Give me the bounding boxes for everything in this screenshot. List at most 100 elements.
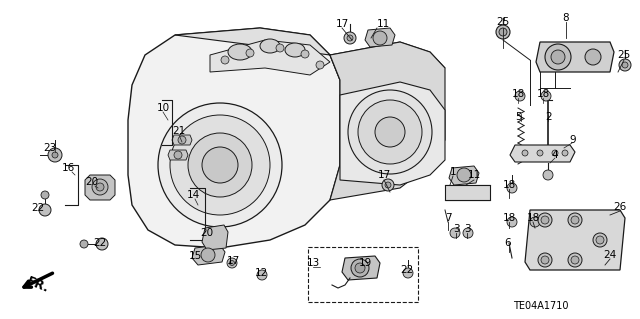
Circle shape [530, 217, 540, 227]
Circle shape [593, 233, 607, 247]
Text: 18: 18 [502, 180, 516, 190]
Text: 1: 1 [450, 167, 456, 177]
Text: 25: 25 [618, 50, 630, 60]
Text: 22: 22 [31, 203, 45, 213]
Circle shape [496, 25, 510, 39]
Text: 18: 18 [526, 213, 540, 223]
Circle shape [178, 136, 186, 144]
Text: 9: 9 [570, 135, 576, 145]
Circle shape [52, 152, 58, 158]
Circle shape [585, 49, 601, 65]
Circle shape [538, 213, 552, 227]
Polygon shape [128, 28, 340, 248]
Circle shape [499, 28, 507, 36]
Polygon shape [210, 40, 330, 75]
Text: 8: 8 [563, 13, 570, 23]
Circle shape [202, 147, 238, 183]
Text: 17: 17 [378, 170, 390, 180]
Circle shape [622, 62, 628, 68]
Circle shape [596, 236, 604, 244]
Text: 17: 17 [227, 256, 239, 266]
Text: 5: 5 [516, 112, 522, 122]
Circle shape [562, 150, 568, 156]
Circle shape [463, 228, 473, 238]
Circle shape [48, 148, 62, 162]
Circle shape [375, 117, 405, 147]
Polygon shape [449, 166, 479, 185]
Circle shape [522, 150, 528, 156]
Text: 3: 3 [452, 224, 460, 234]
Circle shape [568, 213, 582, 227]
Text: 3: 3 [464, 224, 470, 234]
Bar [308, 247, 418, 302]
Circle shape [619, 59, 631, 71]
Circle shape [257, 270, 267, 280]
Text: FR.: FR. [25, 275, 51, 295]
Text: 11: 11 [467, 170, 481, 180]
Circle shape [382, 179, 394, 191]
Circle shape [174, 151, 182, 159]
Circle shape [221, 56, 229, 64]
Text: 6: 6 [505, 238, 511, 248]
Circle shape [201, 248, 215, 262]
Text: 22: 22 [401, 265, 413, 275]
Circle shape [227, 258, 237, 268]
Circle shape [537, 150, 543, 156]
Circle shape [385, 182, 391, 188]
Circle shape [571, 256, 579, 264]
Circle shape [96, 183, 104, 191]
Text: 4: 4 [552, 150, 558, 160]
Ellipse shape [260, 39, 280, 53]
Text: 18: 18 [511, 89, 525, 99]
Circle shape [80, 240, 88, 248]
Circle shape [545, 44, 571, 70]
Circle shape [507, 183, 517, 193]
Polygon shape [342, 256, 380, 280]
Circle shape [541, 91, 551, 101]
Text: 13: 13 [307, 258, 319, 268]
Text: 17: 17 [335, 19, 349, 29]
Circle shape [541, 256, 549, 264]
Text: 7: 7 [445, 213, 451, 223]
Text: 14: 14 [186, 190, 200, 200]
Polygon shape [192, 245, 225, 265]
Circle shape [552, 150, 558, 156]
Circle shape [515, 91, 525, 101]
Text: 2: 2 [546, 112, 552, 122]
Text: 20: 20 [200, 228, 214, 238]
Polygon shape [175, 28, 445, 80]
Circle shape [541, 216, 549, 224]
Polygon shape [168, 150, 188, 160]
Circle shape [355, 263, 365, 273]
Polygon shape [536, 42, 614, 72]
Text: 11: 11 [376, 19, 390, 29]
Circle shape [571, 216, 579, 224]
Polygon shape [525, 210, 625, 270]
Circle shape [543, 170, 553, 180]
Polygon shape [202, 225, 228, 250]
Circle shape [507, 217, 517, 227]
Circle shape [347, 35, 353, 41]
Circle shape [301, 50, 309, 58]
Polygon shape [510, 145, 575, 162]
Circle shape [373, 31, 387, 45]
Circle shape [316, 61, 324, 69]
Polygon shape [172, 135, 192, 145]
Text: 23: 23 [44, 143, 56, 153]
Circle shape [450, 228, 460, 238]
Polygon shape [85, 175, 115, 200]
Circle shape [230, 261, 234, 265]
Text: 26: 26 [613, 202, 627, 212]
Circle shape [351, 259, 369, 277]
Circle shape [551, 50, 565, 64]
Circle shape [92, 179, 108, 195]
Text: TE04A1710: TE04A1710 [513, 301, 568, 311]
Text: 15: 15 [188, 251, 202, 261]
Text: 18: 18 [536, 89, 550, 99]
Circle shape [538, 253, 552, 267]
Ellipse shape [285, 43, 305, 57]
Text: 25: 25 [497, 17, 509, 27]
Text: 21: 21 [172, 126, 186, 136]
Circle shape [348, 90, 432, 174]
Text: 12: 12 [254, 268, 268, 278]
